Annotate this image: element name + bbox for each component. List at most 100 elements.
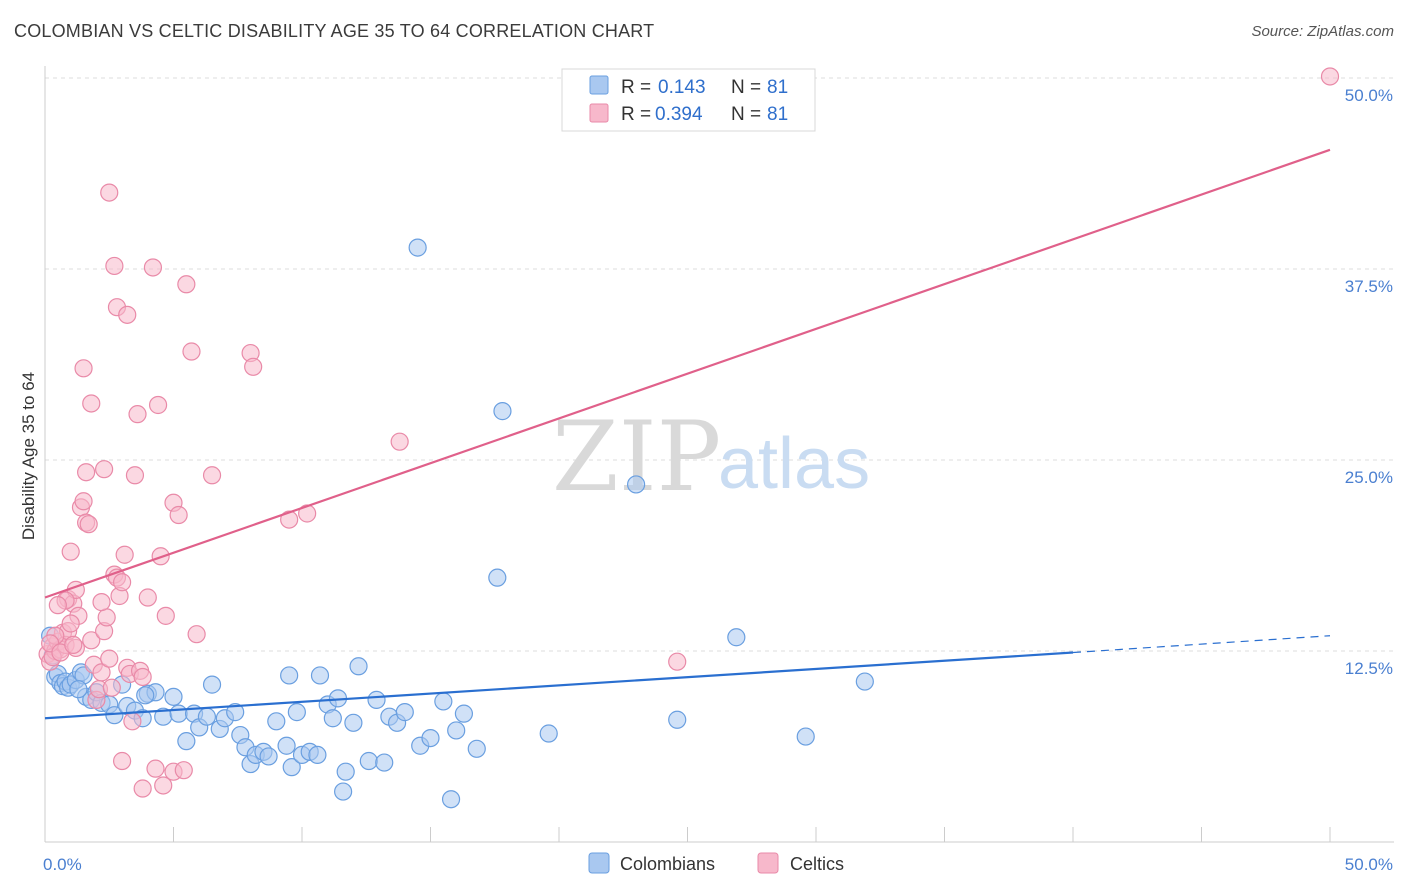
point-colombians-78 [408, 238, 427, 257]
watermark-zip: ZIP [552, 401, 721, 513]
point-colombians-25 [164, 687, 183, 706]
point-celtics-73 [146, 759, 165, 778]
point-celtics-56 [298, 504, 317, 523]
point-colombians-27 [177, 732, 196, 751]
point-celtics-16 [79, 515, 98, 534]
watermark-atlas: atlas [718, 424, 870, 504]
point-colombians-80 [69, 680, 88, 699]
point-colombians-47 [308, 745, 327, 765]
bottom-legend-label-colombians: Colombians [620, 854, 715, 874]
point-celtics-33 [123, 712, 142, 731]
trend-line-celtics [44, 148, 1331, 599]
point-celtics-23 [97, 608, 116, 627]
point-celtics-69 [61, 614, 80, 633]
point-celtics-9 [61, 542, 80, 561]
point-celtics-51 [187, 625, 206, 644]
point-colombians-54 [359, 751, 378, 771]
point-celtics-44 [148, 395, 168, 415]
point-celtics-29 [112, 573, 132, 592]
point-colombians-26 [169, 704, 188, 723]
y-tick-label-3: 50.0% [1345, 86, 1393, 105]
point-celtics-41 [118, 305, 137, 324]
point-colombians-52 [344, 713, 363, 732]
point-celtics-24 [100, 649, 119, 668]
point-colombians-61 [421, 728, 440, 748]
point-celtics-70 [92, 593, 111, 612]
point-celtics-30 [115, 545, 134, 564]
legend-r-value-colombians: 0.143 [658, 77, 706, 98]
point-colombians-69 [310, 666, 330, 685]
point-celtics-52 [202, 466, 222, 485]
point-celtics-39 [105, 256, 124, 276]
point-colombians-62 [434, 692, 453, 711]
point-celtics-55 [280, 510, 299, 529]
point-colombians-41 [267, 712, 286, 731]
point-celtics-74 [154, 776, 173, 795]
point-celtics-76 [174, 761, 193, 780]
top-legend: R = 0.143 N = 81 R = 0.394 N = 81 [561, 68, 816, 132]
point-celtics-61 [82, 394, 101, 413]
legend-swatch-celtics [589, 103, 609, 123]
trend-layer [44, 148, 1331, 720]
legend-n-label-celtics: N = [731, 104, 761, 125]
legend-n-value-celtics: 81 [767, 104, 788, 125]
point-colombians-66 [334, 782, 353, 801]
point-colombians-56 [375, 753, 394, 772]
y-tick-label-2: 37.5% [1345, 277, 1393, 296]
point-celtics-58 [77, 463, 96, 482]
point-celtics-80 [64, 635, 83, 654]
point-colombians-64 [454, 704, 474, 723]
y-tick-label-0: 12.5% [1345, 659, 1393, 678]
point-colombians-72 [727, 628, 746, 647]
point-celtics-17 [82, 631, 101, 650]
point-celtics-25 [102, 678, 121, 697]
bottom-legend-swatch-celtics [757, 852, 779, 874]
point-celtics-78 [1320, 67, 1340, 86]
point-celtics-42 [138, 588, 157, 607]
point-colombians-77 [493, 402, 512, 421]
point-celtics-43 [143, 258, 163, 277]
point-celtics-37 [133, 667, 152, 687]
point-celtics-14 [74, 492, 93, 511]
point-colombians-44 [287, 703, 306, 722]
point-celtics-77 [668, 652, 687, 671]
legend-n-value-colombians: 81 [767, 77, 788, 98]
point-colombians-73 [796, 727, 815, 746]
bottom-legend-swatch-colombians [588, 852, 610, 874]
axes-layer [44, 66, 1394, 843]
point-colombians-70 [539, 724, 558, 743]
points-layer [38, 67, 1340, 809]
point-colombians-49 [323, 709, 342, 728]
bottom-legend: Colombians Celtics [588, 852, 844, 874]
bottom-legend-label-celtics: Celtics [790, 854, 844, 874]
point-colombians-40 [259, 747, 278, 766]
point-celtics-46 [156, 606, 175, 625]
point-celtics-72 [133, 779, 152, 798]
point-celtics-63 [48, 596, 67, 615]
x-tick-label-0: 0.0% [43, 855, 82, 874]
point-celtics-50 [182, 342, 201, 361]
point-colombians-34 [226, 703, 245, 722]
point-colombians-55 [367, 690, 386, 709]
point-celtics-49 [177, 275, 196, 294]
point-celtics-38 [100, 183, 119, 202]
point-colombians-30 [197, 707, 217, 726]
point-celtics-48 [169, 505, 188, 525]
point-celtics-59 [74, 359, 93, 378]
x-tick-label-1: 50.0% [1345, 855, 1393, 874]
point-colombians-42 [277, 736, 296, 755]
point-colombians-53 [349, 657, 368, 676]
point-colombians-65 [467, 739, 486, 758]
source-label: Source: ZipAtlas.com [1251, 23, 1394, 40]
legend-r-label-celtics: R = [621, 104, 651, 125]
point-colombians-79 [136, 686, 155, 705]
chart-title: COLOMBIAN VS CELTIC DISABILITY AGE 35 TO… [14, 21, 655, 41]
point-celtics-54 [244, 357, 263, 376]
legend-swatch-colombians [589, 75, 609, 95]
point-colombians-31 [202, 675, 222, 694]
y-axis-title: Disability Age 35 to 64 [19, 372, 38, 540]
point-colombians-67 [441, 790, 461, 809]
point-celtics-71 [112, 751, 132, 771]
point-colombians-71 [668, 710, 687, 729]
